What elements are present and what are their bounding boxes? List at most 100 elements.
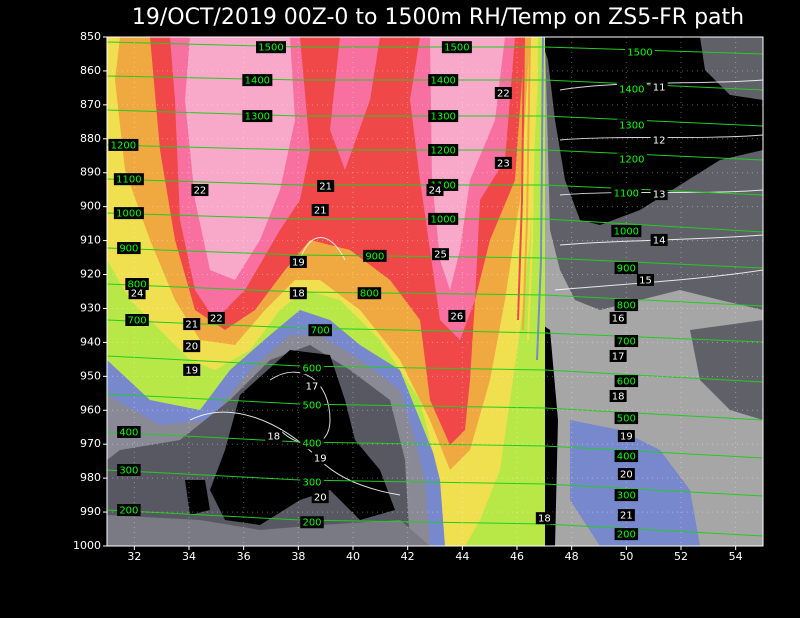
contour-label: 500 bbox=[617, 414, 636, 425]
contour-label: 25 bbox=[434, 250, 447, 261]
contour-label-box bbox=[289, 255, 307, 268]
contour-label-box bbox=[125, 278, 149, 291]
height-contours bbox=[107, 41, 763, 537]
contour-label: 19 bbox=[620, 432, 633, 443]
contour-label: 600 bbox=[302, 364, 321, 375]
contour-label-box bbox=[614, 335, 639, 348]
contour-label-box bbox=[617, 509, 635, 522]
chart-title: 19/OCT/2019 00Z-0 to 1500m RH/Temp on ZS… bbox=[132, 5, 744, 30]
contour-label: 200 bbox=[119, 506, 138, 517]
temp-contour bbox=[299, 237, 346, 261]
y-tick-label: 870 bbox=[80, 98, 101, 111]
x-tick-label: 42 bbox=[401, 550, 415, 563]
contour-label-box bbox=[614, 489, 639, 502]
height-contour bbox=[107, 393, 763, 421]
contour-label: 1000 bbox=[614, 227, 639, 238]
x-tick-label: 32 bbox=[127, 550, 141, 563]
plot-frame bbox=[106, 36, 764, 547]
contour-label-box bbox=[117, 463, 141, 476]
contour-label: 21 bbox=[314, 206, 327, 217]
contour-label-box bbox=[494, 156, 512, 169]
contour-label: 300 bbox=[617, 491, 636, 502]
contour-label: 600 bbox=[617, 377, 636, 388]
contour-label: 1100 bbox=[614, 189, 639, 200]
contour-label: 19 bbox=[185, 365, 198, 376]
contour-label-box bbox=[614, 412, 639, 425]
contour-label: 17 bbox=[612, 351, 625, 362]
contour-label-box bbox=[650, 233, 668, 246]
temp-contour bbox=[554, 269, 763, 291]
x-tick-label: 34 bbox=[182, 550, 196, 563]
contour-label: 14 bbox=[653, 235, 666, 246]
rh-fill bbox=[185, 480, 210, 515]
contour-label-box bbox=[117, 425, 141, 438]
contour-label-box bbox=[242, 74, 273, 87]
axes: 850 860 870 880 890 900 910 920 930 940 950 960 970 9… bbox=[73, 30, 743, 563]
contour-label-box bbox=[300, 476, 324, 489]
contour-label-box bbox=[617, 430, 635, 443]
contour-label: 800 bbox=[360, 289, 379, 300]
contour-label: 17 bbox=[306, 382, 319, 393]
contour-label-box bbox=[428, 74, 459, 87]
contour-label: 500 bbox=[302, 401, 321, 412]
contour-label-box bbox=[128, 287, 146, 300]
y-tick-label: 970 bbox=[80, 437, 101, 450]
contour-label-box bbox=[614, 299, 639, 312]
y-tick-label: 910 bbox=[80, 234, 101, 247]
rh-fill bbox=[570, 420, 700, 546]
contour-label-box bbox=[125, 314, 149, 327]
contour-label: 15 bbox=[639, 275, 652, 286]
y-tick-label: 1000 bbox=[73, 539, 101, 552]
y-tick-label: 860 bbox=[80, 64, 101, 77]
contour-label: 1500 bbox=[258, 43, 283, 54]
contour-label-box bbox=[535, 512, 553, 525]
contour-label: 300 bbox=[302, 478, 321, 489]
y-tick-label: 990 bbox=[80, 505, 101, 518]
contour-label-box bbox=[609, 390, 627, 403]
contour-label-box bbox=[448, 309, 466, 322]
contour-label-box bbox=[611, 225, 642, 238]
y-tick-label: 960 bbox=[80, 403, 101, 416]
contour-label: 11 bbox=[653, 82, 666, 93]
contour-label: 1300 bbox=[245, 112, 270, 123]
contour-label-box bbox=[363, 249, 387, 262]
contour-label: 1500 bbox=[627, 47, 652, 58]
contour-label-box bbox=[242, 110, 273, 123]
contour-label: 24 bbox=[131, 289, 144, 300]
rh-fill bbox=[430, 37, 505, 290]
contour-label-box bbox=[614, 262, 639, 275]
contour-label: 18 bbox=[612, 392, 625, 403]
height-contour bbox=[107, 431, 763, 459]
x-tick-label: 46 bbox=[510, 550, 524, 563]
contour-label: 700 bbox=[311, 326, 330, 337]
rh-fill bbox=[690, 320, 763, 420]
contour-label-box bbox=[183, 340, 201, 353]
rh-fill bbox=[107, 515, 430, 546]
contour-label-box bbox=[357, 287, 382, 300]
contour-label: 18 bbox=[292, 289, 305, 300]
contour-label-box bbox=[431, 248, 449, 261]
contour-label-box bbox=[609, 349, 627, 362]
height-contour bbox=[107, 109, 763, 127]
contour-label-box bbox=[625, 45, 655, 58]
x-tick-label: 52 bbox=[674, 550, 688, 563]
contour-label: 1400 bbox=[619, 84, 644, 95]
height-contour bbox=[107, 509, 763, 537]
contour-label: 400 bbox=[302, 439, 321, 450]
contour-label: 200 bbox=[302, 518, 321, 529]
contour-label-box bbox=[441, 41, 472, 54]
x-tick-label: 40 bbox=[346, 550, 360, 563]
height-contour bbox=[107, 283, 763, 307]
contour-label: 1200 bbox=[430, 145, 455, 156]
contour-label-box bbox=[317, 179, 335, 192]
contour-label: 400 bbox=[617, 452, 636, 463]
contour-label: 12 bbox=[653, 136, 666, 147]
contour-label: 800 bbox=[617, 301, 636, 312]
contour-label-box bbox=[191, 184, 209, 197]
contour-label: 19 bbox=[314, 454, 327, 465]
contour-label-box bbox=[609, 311, 627, 324]
x-tick-label: 48 bbox=[565, 550, 579, 563]
contour-label-box bbox=[617, 468, 635, 481]
contour-label: 21 bbox=[620, 511, 633, 522]
